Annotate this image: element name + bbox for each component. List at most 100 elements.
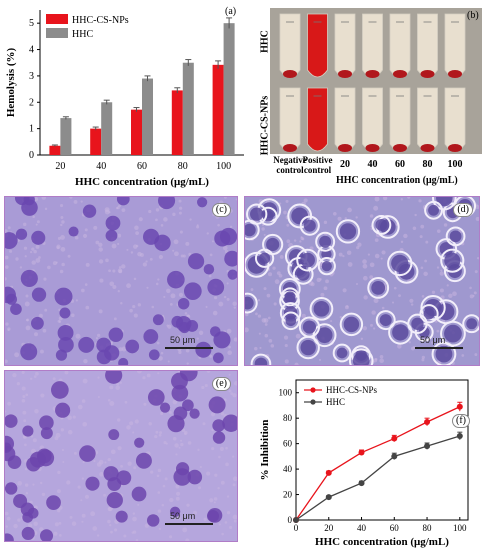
panel-c-micrograph: (c) 50 μm: [4, 196, 238, 366]
texture-dot: [157, 468, 162, 473]
stained-cell: [31, 230, 46, 245]
stained-cell: [439, 242, 454, 256]
texture-dot: [24, 301, 30, 307]
tube-hhc: [417, 13, 438, 78]
y-tick-label: 100: [279, 388, 293, 398]
texture-dot: [132, 530, 137, 534]
texture-dot: [82, 378, 88, 384]
texture-dot: [34, 408, 39, 414]
stained-cell: [46, 495, 61, 510]
texture-dot: [53, 531, 58, 536]
texture-dot: [226, 282, 229, 285]
texture-dot: [356, 245, 360, 250]
texture-dot: [52, 377, 56, 381]
rbc-pellet: [283, 144, 297, 152]
texture-dot: [232, 483, 236, 487]
texture-dot: [232, 301, 237, 306]
texture-dot: [110, 341, 113, 344]
texture-dot: [164, 477, 168, 481]
texture-dot: [61, 262, 65, 267]
stained-cell: [116, 470, 132, 486]
texture-dot: [99, 471, 104, 477]
texture-dot: [228, 345, 231, 349]
texture-dot: [29, 250, 33, 254]
texture-dot: [172, 436, 177, 441]
texture-dot: [75, 299, 78, 302]
texture-dot: [56, 509, 61, 513]
cell-halo: [335, 219, 361, 244]
texture-dot: [320, 292, 325, 297]
stained-cell: [39, 529, 54, 541]
texture-dot: [108, 506, 113, 512]
texture-dot: [135, 231, 139, 236]
tube-hhc: [307, 13, 328, 78]
texture-dot: [98, 242, 103, 247]
stained-cell: [5, 286, 16, 304]
texture-dot: [230, 392, 234, 396]
texture-dot: [362, 259, 367, 264]
texture-dot: [272, 266, 276, 270]
texture-dot: [286, 223, 290, 227]
texture-dot: [59, 269, 64, 274]
texture-dot: [156, 474, 160, 478]
texture-dot: [270, 344, 275, 348]
texture-dot: [84, 283, 88, 286]
texture-dot: [40, 393, 45, 398]
texture-dot: [410, 346, 415, 351]
scale-text-d: 50 μm: [420, 335, 446, 345]
texture-dot: [117, 290, 120, 293]
texture-dot: [129, 308, 133, 313]
texture-dot: [211, 446, 215, 451]
legend-entry: HHC-CS-NPs: [326, 385, 378, 395]
texture-dot: [161, 503, 165, 507]
stained-cell: [183, 282, 202, 301]
cell-halo: [407, 313, 428, 334]
cell-halo: [339, 312, 364, 337]
tube-label: 40: [367, 159, 378, 170]
texture-dot: [178, 292, 184, 298]
texture-dot: [264, 323, 268, 326]
texture-dot: [24, 483, 29, 487]
texture-dot: [286, 239, 291, 244]
texture-dot: [98, 309, 103, 314]
tube-label: 20: [340, 159, 350, 170]
texture-dot: [160, 412, 164, 416]
texture-dot: [136, 371, 142, 374]
texture-dot: [57, 319, 61, 323]
stained-cell: [173, 406, 188, 421]
stained-cell: [435, 345, 453, 363]
tube-hhc-cs-nps: [362, 87, 383, 152]
texture-dot: [170, 293, 176, 299]
texture-dot: [263, 287, 267, 291]
texture-dot: [344, 305, 349, 310]
stained-cell: [302, 320, 317, 334]
texture-dot: [418, 199, 422, 203]
stained-cell: [13, 494, 28, 509]
texture-dot: [285, 199, 289, 203]
texture-dot: [58, 521, 62, 525]
texture-dot: [16, 382, 20, 386]
texture-dot: [55, 432, 61, 438]
texture-dot: [81, 477, 85, 480]
texture-dot: [93, 225, 98, 230]
texture-dot: [208, 274, 212, 278]
texture-dot: [226, 495, 230, 498]
texture-dot: [95, 337, 99, 340]
texture-dot: [469, 286, 472, 290]
texture-dot: [263, 318, 269, 323]
stained-cell: [207, 507, 223, 523]
data-point: [293, 517, 299, 523]
tube-hhc-cs-nps: [444, 87, 466, 152]
texture-dot: [436, 229, 441, 233]
texture-dot: [21, 398, 26, 403]
y-tick-label: 80: [283, 413, 293, 423]
texture-dot: [228, 389, 232, 393]
texture-dot: [474, 353, 478, 357]
stained-cell: [5, 482, 18, 495]
texture-dot: [155, 208, 160, 212]
texture-dot: [212, 310, 218, 316]
y-tick-label: 60: [283, 439, 293, 449]
texture-dot: [27, 523, 33, 528]
texture-dot: [178, 350, 182, 354]
texture-dot: [42, 328, 47, 333]
